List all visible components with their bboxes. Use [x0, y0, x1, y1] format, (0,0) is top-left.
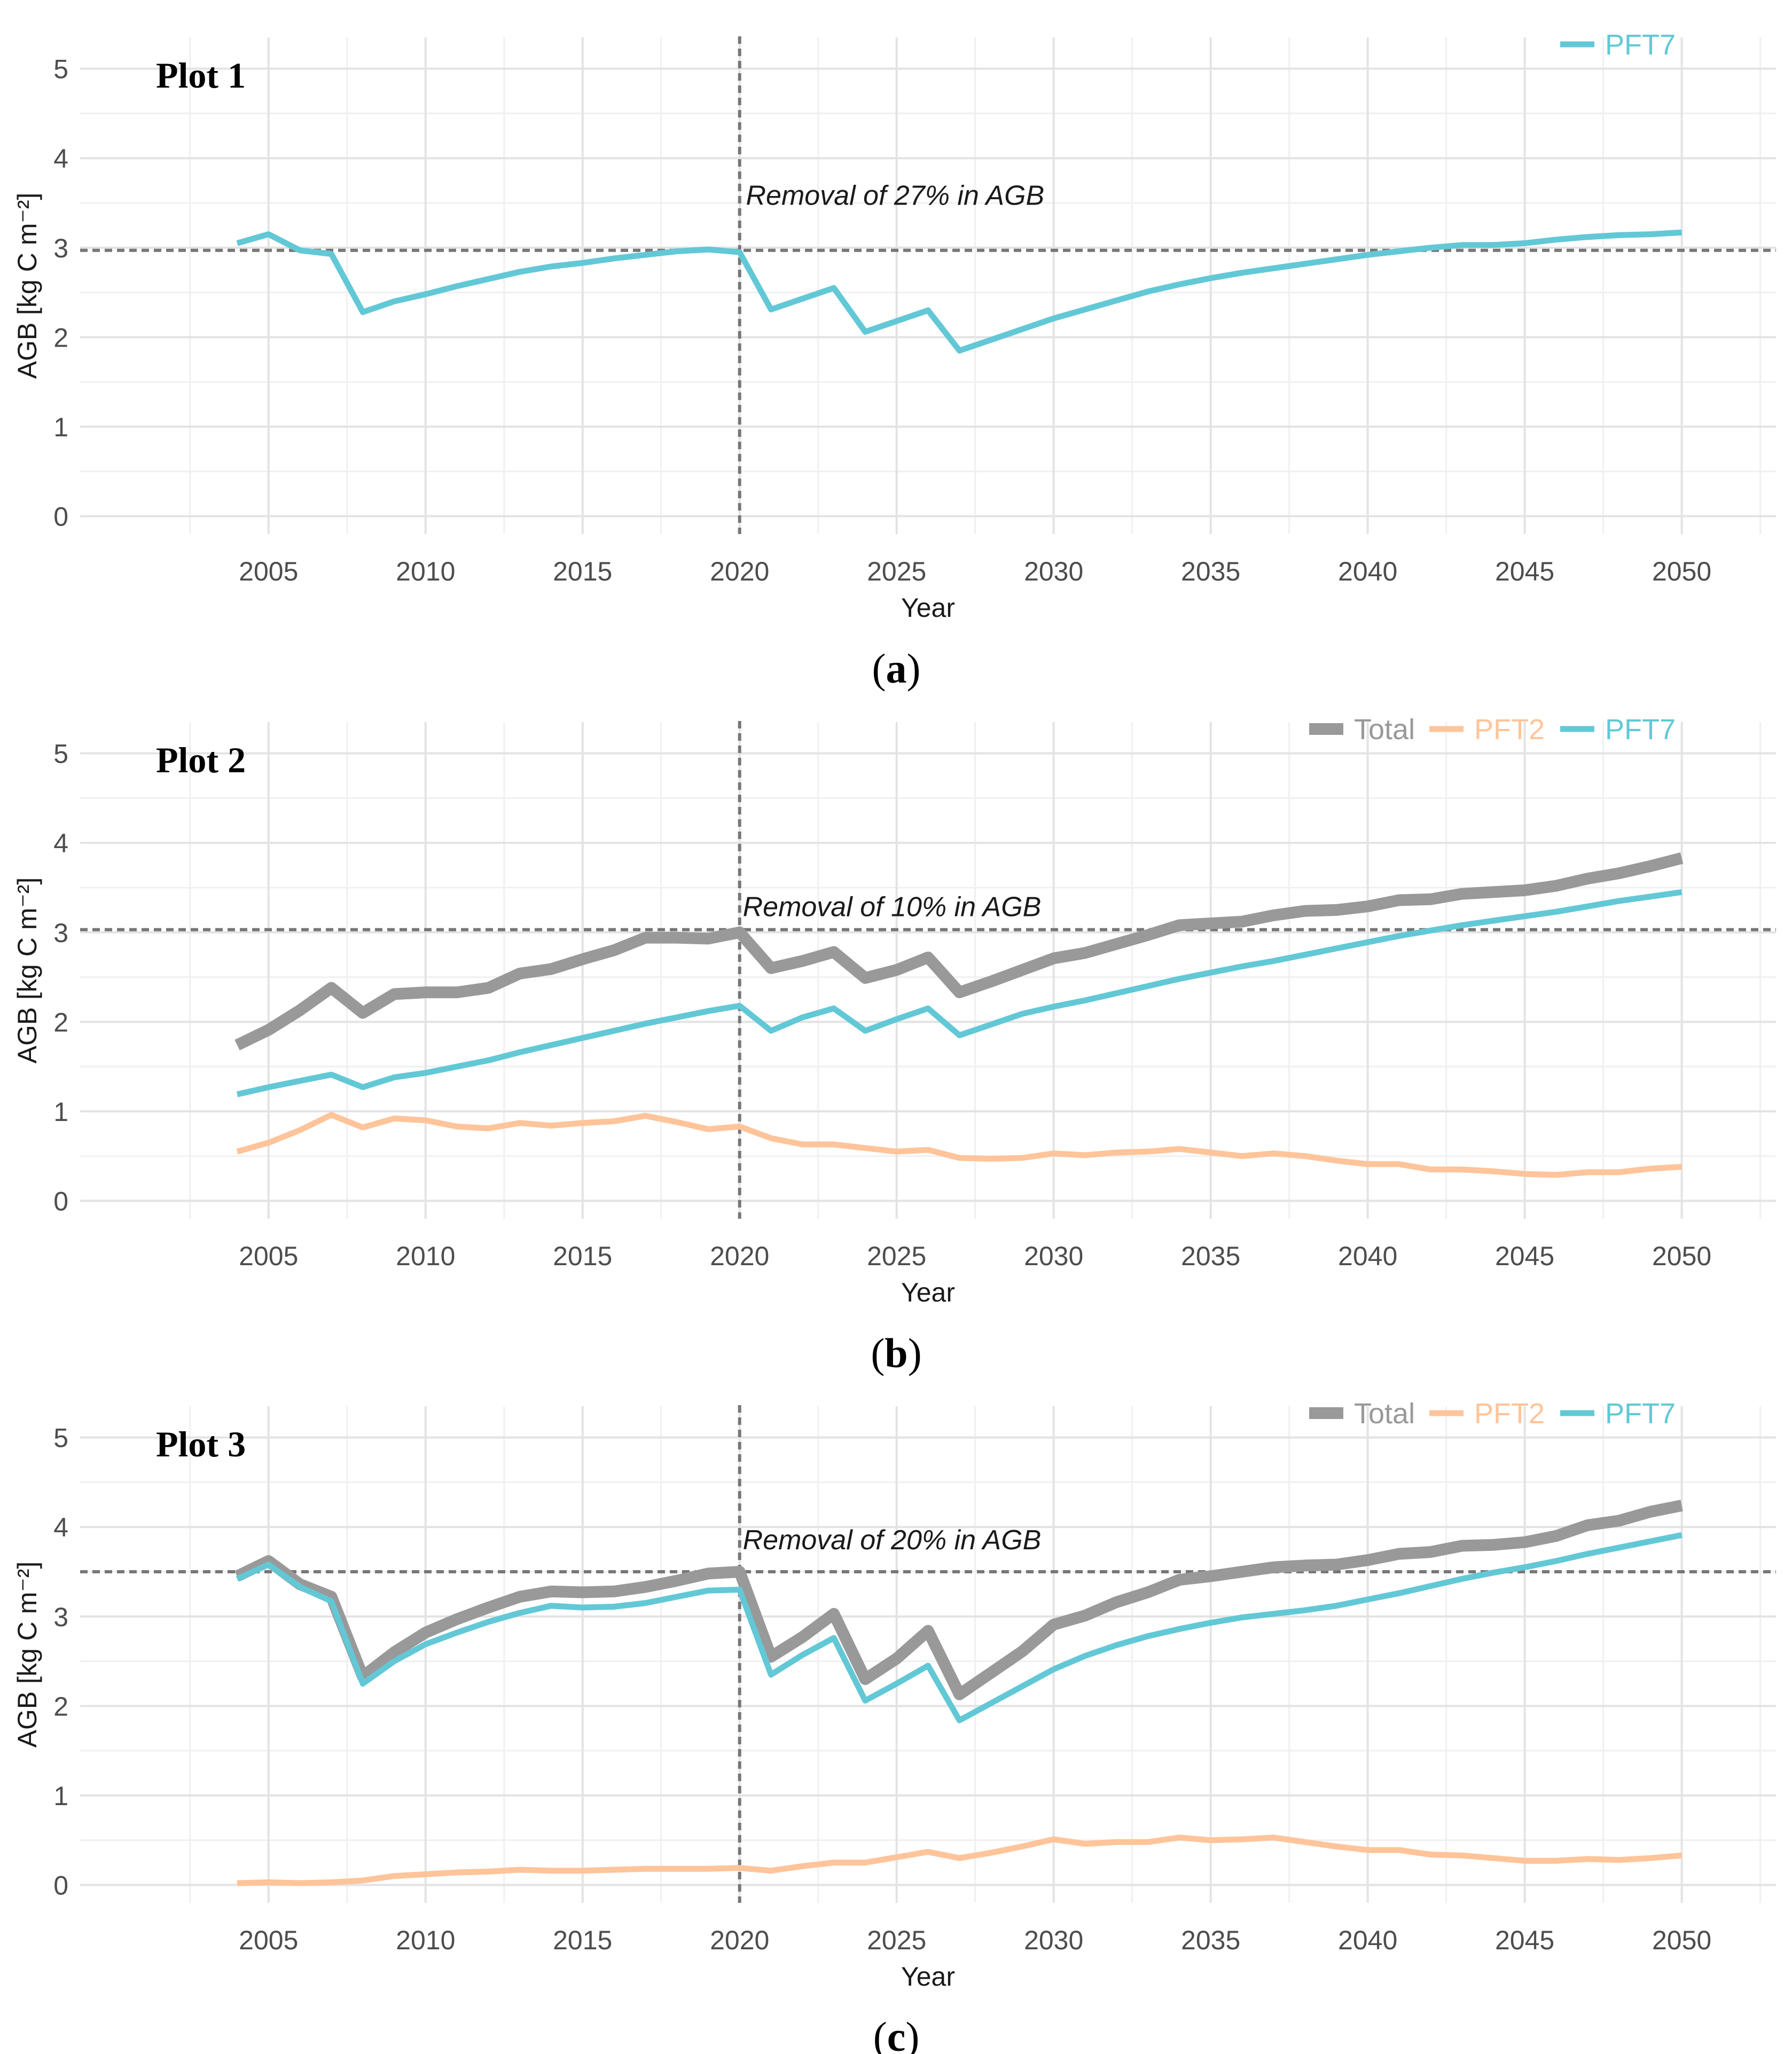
panel-caption: (a)	[872, 645, 921, 692]
series-line-pft2	[236, 1112, 1682, 1178]
x-tick-label: 2005	[239, 1925, 298, 1955]
x-axis-title: Year	[901, 593, 955, 623]
panel-a: 0 1 2 3 4 5 2005 2010 2015 2020 2025 2030 2035 2040 20…	[12, 29, 1776, 623]
y-tick-label: 0	[53, 1186, 68, 1216]
y-tick-label: 5	[53, 1423, 68, 1453]
panel-caption: (b)	[871, 1330, 921, 1376]
y-axis-title: AGB [kg C m⁻²]	[12, 193, 42, 379]
y-axis-title: AGB [kg C m⁻²]	[12, 877, 42, 1064]
plot-title: Plot 2	[156, 740, 246, 780]
series-line-pft7	[236, 1532, 1683, 1723]
series-line-pft7	[236, 889, 1683, 1097]
x-tick-label: 2025	[867, 1241, 926, 1271]
caption-close-paren: )	[907, 645, 921, 692]
y-tick-label: 5	[53, 739, 68, 769]
legend-label-pft7: PFT7	[1605, 29, 1676, 61]
y-tick-label: 2	[53, 1007, 68, 1037]
x-tick-label: 2015	[553, 556, 612, 586]
y-tick-label: 4	[53, 828, 68, 858]
x-tick-label: 2015	[553, 1241, 612, 1271]
legend-label-total: Total	[1354, 1398, 1415, 1430]
y-tick-label: 0	[53, 1870, 68, 1900]
x-tick-label: 2050	[1652, 1241, 1711, 1271]
y-tick-label: 1	[53, 1097, 68, 1127]
caption-letter: b	[885, 1330, 907, 1376]
x-tick-label: 2010	[396, 1241, 455, 1271]
x-tick-label: 2010	[396, 556, 455, 586]
caption-open-paren: (	[871, 1330, 885, 1376]
x-tick-label: 2025	[867, 556, 926, 586]
panel-caption: (c)	[873, 2013, 920, 2054]
y-tick-label: 4	[53, 144, 68, 174]
x-tick-label: 2040	[1338, 1925, 1397, 1955]
caption-letter: c	[887, 2013, 906, 2054]
caption-letter: a	[886, 645, 907, 692]
x-tick-label: 2005	[239, 1241, 298, 1271]
legend-label-pft2: PFT2	[1474, 1398, 1545, 1430]
legend: PFT7 PFT2 Total	[1309, 714, 1676, 746]
x-tick-label: 2020	[710, 1241, 769, 1271]
y-tick-label: 5	[53, 54, 68, 84]
x-tick-label: 2020	[710, 556, 769, 586]
caption-open-paren: (	[872, 645, 886, 692]
x-tick-label: 2050	[1652, 556, 1711, 586]
series-line-total	[234, 1500, 1683, 1700]
plot-title: Plot 3	[156, 1424, 246, 1464]
y-tick-label: 2	[53, 1691, 68, 1721]
x-tick-label: 2040	[1338, 1241, 1397, 1271]
x-tick-label: 2040	[1338, 556, 1397, 586]
legend-label-pft2: PFT2	[1474, 714, 1545, 746]
series-line-total	[234, 852, 1684, 1050]
x-tick-label: 2045	[1495, 1241, 1554, 1271]
x-tick-label: 2035	[1181, 1925, 1240, 1955]
x-axis-title: Year	[901, 1962, 955, 1992]
y-axis-title: AGB [kg C m⁻²]	[12, 1562, 42, 1748]
x-tick-label: 2025	[867, 1925, 926, 1955]
plot-title: Plot 1	[156, 55, 246, 96]
x-tick-label: 2035	[1181, 556, 1240, 586]
y-tick-label: 2	[53, 323, 68, 352]
x-tick-label: 2010	[396, 1925, 455, 1955]
series-line-pft2	[237, 1835, 1683, 1886]
y-tick-label: 0	[53, 501, 68, 531]
x-tick-label: 2030	[1024, 1241, 1083, 1271]
x-tick-label: 2045	[1495, 556, 1554, 586]
y-tick-label: 3	[53, 1602, 68, 1632]
caption-open-paren: (	[873, 2013, 887, 2054]
caption-close-paren: )	[908, 1330, 922, 1376]
x-tick-label: 2020	[710, 1925, 769, 1955]
y-tick-label: 3	[53, 233, 68, 263]
annotation-text: Removal of 27% in AGB	[746, 180, 1044, 211]
x-tick-label: 2030	[1024, 1925, 1083, 1955]
x-tick-label: 2015	[553, 1925, 612, 1955]
x-tick-label: 2050	[1652, 1925, 1711, 1955]
legend-label-total: Total	[1354, 714, 1415, 746]
legend-label-pft7: PFT7	[1605, 714, 1676, 746]
legend-label-pft7: PFT7	[1605, 1398, 1676, 1430]
y-tick-label: 3	[53, 918, 68, 948]
y-tick-label: 1	[53, 1781, 68, 1811]
annotation-text: Removal of 20% in AGB	[743, 1525, 1042, 1556]
y-tick-label: 1	[53, 412, 68, 442]
x-tick-label: 2005	[239, 556, 298, 586]
x-axis-title: Year	[901, 1277, 955, 1307]
panel-c: 0 1 2 3 4 5 2005 2010 2015 2020 2025 2030 2035 2040 20…	[12, 1398, 1776, 1992]
legend: PFT7 PFT2 Total	[1309, 1398, 1676, 1430]
annotation-text: Removal of 10% in AGB	[743, 892, 1042, 923]
x-tick-label: 2030	[1024, 556, 1083, 586]
panel-b: 0 1 2 3 4 5 2005 2010 2015 2020 2025 2030 2035 2040 20…	[12, 714, 1776, 1307]
x-tick-label: 2035	[1181, 1241, 1240, 1271]
caption-close-paren: )	[905, 2013, 919, 2054]
x-tick-label: 2045	[1495, 1925, 1554, 1955]
series-line-pft7	[236, 229, 1682, 354]
y-tick-label: 4	[53, 1512, 68, 1542]
legend: PFT7	[1560, 29, 1676, 61]
